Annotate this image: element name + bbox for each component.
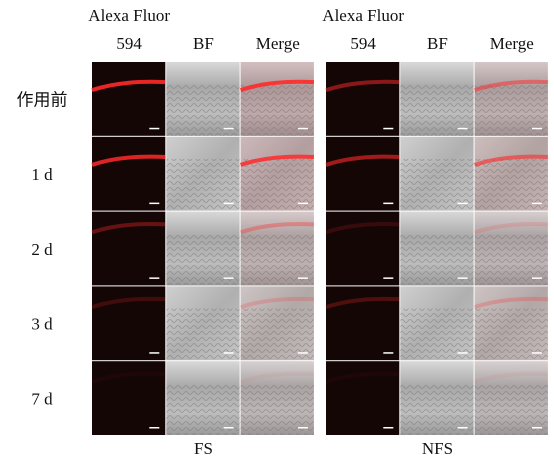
scale-bar xyxy=(383,277,393,279)
row-label: 7 d xyxy=(31,390,53,409)
column-header: Alexa Fluor xyxy=(88,6,170,25)
row-label: 3 d xyxy=(31,315,53,334)
scale-bar xyxy=(532,352,542,354)
micrograph-tint xyxy=(241,137,314,211)
micrograph xyxy=(92,137,165,211)
scale-bar xyxy=(298,128,308,130)
scale-bar xyxy=(149,352,159,354)
scale-bar xyxy=(532,427,542,429)
scale-bar xyxy=(383,203,393,205)
figure: 作用前 1 d 2 d 3 d 7 d FS Alexa Fluor 594 BF Merge NF… xyxy=(0,0,554,463)
column-header: 594 xyxy=(350,34,376,53)
row-label: 作用前 xyxy=(17,90,68,109)
column-header: Merge xyxy=(490,34,534,53)
row-label: 1 d xyxy=(31,165,53,184)
scale-bar xyxy=(149,203,159,205)
scale-bar xyxy=(224,203,234,205)
scale-bar xyxy=(224,352,234,354)
scale-bar xyxy=(458,128,468,130)
column-header: 594 xyxy=(116,34,142,53)
scale-bar xyxy=(532,277,542,279)
scale-bar xyxy=(383,352,393,354)
column-header: Alexa Fluor xyxy=(322,6,404,25)
micrograph xyxy=(326,62,399,136)
micrograph-tint xyxy=(475,62,548,136)
scale-bar xyxy=(298,352,308,354)
scale-bar xyxy=(149,277,159,279)
column-header: BF xyxy=(193,34,214,53)
scale-bar xyxy=(458,277,468,279)
scale-bar xyxy=(532,203,542,205)
scale-bar xyxy=(298,203,308,205)
scale-bar xyxy=(383,427,393,429)
scale-bar xyxy=(224,128,234,130)
group-label: NFS xyxy=(422,439,453,458)
scale-bar xyxy=(458,427,468,429)
micrograph-tint xyxy=(241,62,314,136)
group-label: FS xyxy=(194,439,213,458)
scale-bar xyxy=(532,128,542,130)
scale-bar xyxy=(224,427,234,429)
scale-bar xyxy=(224,277,234,279)
scale-bar xyxy=(298,277,308,279)
scale-bar xyxy=(458,352,468,354)
scale-bar xyxy=(149,128,159,130)
micrograph xyxy=(326,137,399,211)
column-header: BF xyxy=(427,34,448,53)
scale-bar xyxy=(149,427,159,429)
column-header: Merge xyxy=(256,34,300,53)
row-label: 2 d xyxy=(31,240,53,259)
scale-bar xyxy=(383,128,393,130)
micrograph-tint xyxy=(475,137,548,211)
scale-bar xyxy=(298,427,308,429)
scale-bar xyxy=(458,203,468,205)
micrograph xyxy=(92,62,165,136)
